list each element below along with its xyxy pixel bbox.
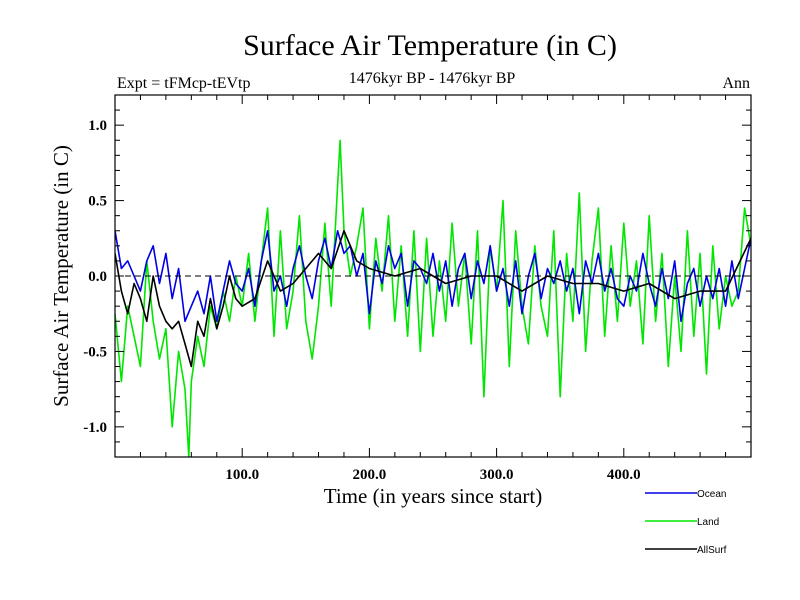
x-tick-label: 300.0 bbox=[480, 467, 514, 483]
legend-item-land: Land bbox=[645, 517, 719, 528]
x-tick-label: 400.0 bbox=[607, 467, 641, 483]
y-ticks: -1.0 -0.5 0.0 0.5 1.0 bbox=[83, 109, 751, 443]
y-tick-label: 0.0 bbox=[88, 269, 107, 285]
series-layer bbox=[115, 139, 751, 457]
y-tick-label: 0.5 bbox=[88, 194, 107, 210]
legend-label: Ocean bbox=[697, 489, 726, 500]
legend-item-allsurf: AllSurf bbox=[645, 545, 727, 556]
legend-label: AllSurf bbox=[697, 545, 727, 556]
y-tick-label: -1.0 bbox=[83, 420, 107, 436]
legend-label: Land bbox=[697, 517, 719, 528]
plot-area: 100.0 200.0 300.0 400.0 -1.0 -0.5 0.0 0.5 1.0 bbox=[83, 94, 752, 483]
x-tick-label: 200.0 bbox=[353, 467, 387, 483]
subtitle-right: Ann bbox=[722, 75, 750, 92]
subtitle-left: Expt = tFMcp-tEVtp bbox=[117, 75, 250, 92]
y-tick-label: 1.0 bbox=[88, 118, 107, 134]
chart-title: Surface Air Temperature (in C) bbox=[243, 29, 617, 62]
subtitle-center: 1476kyr BP - 1476kyr BP bbox=[349, 70, 516, 87]
x-tick-label: 100.0 bbox=[225, 467, 259, 483]
y-tick-label: -0.5 bbox=[83, 344, 107, 360]
y-axis-label: Surface Air Temperature (in C) bbox=[49, 145, 73, 407]
series-line-allsurf bbox=[115, 230, 751, 368]
x-ticks: 100.0 200.0 300.0 400.0 bbox=[139, 95, 727, 483]
x-axis-label: Time (in years since start) bbox=[324, 484, 543, 508]
legend: Ocean Land AllSurf bbox=[645, 489, 727, 556]
legend-item-ocean: Ocean bbox=[645, 489, 726, 500]
series-line-ocean bbox=[115, 230, 751, 323]
